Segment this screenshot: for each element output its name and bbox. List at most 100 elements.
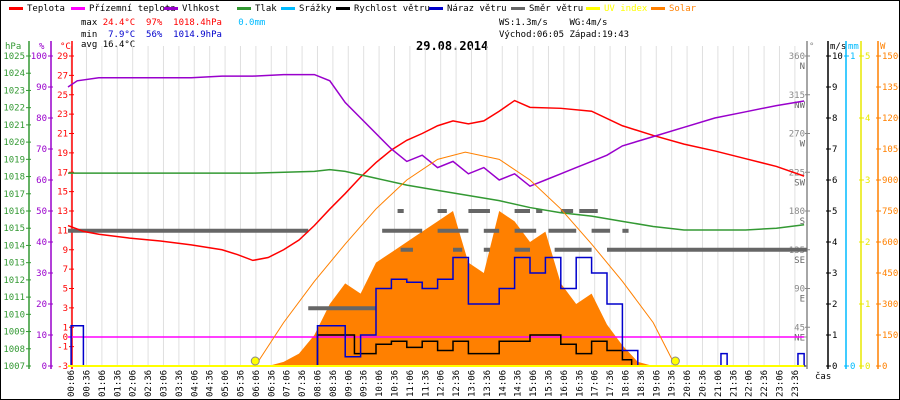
hpa-tick-label: 1024 (3, 69, 25, 79)
x-tick-label: 14:36 (514, 370, 524, 397)
hpa-tick-label: 1009 (3, 328, 25, 338)
x-tick-label: 06:06 (252, 370, 262, 397)
x-tick-label: 18:06 (621, 370, 631, 397)
wind-tick-label: 9 (832, 83, 837, 93)
pct-tick-label: 20 (36, 300, 47, 310)
rain-axis-unit: mm (848, 42, 859, 52)
dir-tick-label: 360 (789, 52, 805, 62)
x-tick-label: 11:36 (421, 370, 431, 397)
x-tick-label: 00:06 (67, 370, 77, 397)
x-tick-label: 10:36 (390, 370, 400, 397)
x-tick-label: 12:36 (452, 370, 462, 397)
x-tick-label: 07:06 (283, 370, 293, 397)
stats-max-row: max 24.4°C 97% 1018.4hPa 0.0mm (81, 18, 265, 28)
legend-item: Teplota (9, 4, 65, 14)
hpa-tick-label: 1021 (3, 121, 25, 131)
dir-compass-label: N (800, 62, 805, 72)
legend-swatch (651, 7, 665, 10)
series-line-tlak (68, 168, 805, 231)
x-tick-label: 11:06 (406, 370, 416, 397)
hpa-tick-label: 1008 (3, 345, 25, 355)
legend-label: Rychlost větru (354, 4, 430, 14)
temp-tick-label: 7 (63, 265, 68, 275)
x-tick-label: 20:06 (683, 370, 693, 397)
hpa-tick-label: 1019 (3, 155, 25, 165)
legend-label: Vlhkost (182, 4, 220, 14)
chart-title: 29.08.2014 (416, 39, 489, 53)
hpa-tick-label: 1020 (3, 138, 25, 148)
dir-compass-label: NW (794, 101, 805, 111)
max-humidity: 97% (146, 18, 163, 28)
x-tick-label: 03:36 (175, 370, 185, 397)
legend-item: Přízemní teplota (71, 4, 176, 14)
pct-axis-unit: % (39, 42, 45, 52)
hpa-tick-label: 1023 (3, 86, 25, 96)
legend-swatch (429, 7, 443, 10)
x-tick-label: 23:36 (791, 370, 801, 397)
wind-tick-label: 2 (832, 300, 837, 310)
x-tick-label: 15:06 (529, 370, 539, 397)
x-tick-label: 22:06 (745, 370, 755, 397)
wind-tick-label: 10 (832, 52, 843, 62)
x-tick-label: 10:06 (375, 370, 385, 397)
temp-tick-label: 21 (57, 130, 68, 140)
x-tick-label: 20:36 (698, 370, 708, 397)
solar-tick-label: 900 (882, 176, 898, 186)
series-line-teplota (67, 99, 805, 262)
temp-tick-label: 9 (63, 246, 68, 256)
solar-tick-label: 1200 (882, 114, 899, 124)
x-tick-label: 17:06 (591, 370, 601, 397)
wind-tick-label: 7 (832, 145, 837, 155)
dir-compass-label: NE (794, 333, 805, 343)
pct-tick-label: 80 (36, 114, 47, 124)
stats-avg-row: avg 16.4°C (81, 40, 135, 50)
temp-tick-label: 13 (57, 207, 68, 217)
x-tick-label: 13:36 (483, 370, 493, 397)
pct-tick-label: 90 (36, 83, 47, 93)
dir-tick-label: 315 (789, 91, 805, 101)
x-tick-label: 21:06 (714, 370, 724, 397)
temp-tick-label: 0 (63, 333, 68, 343)
avg-temp: 16.4°C (102, 40, 136, 50)
wind-tick-label: 4 (832, 238, 837, 248)
dir-compass-label: E (800, 295, 805, 305)
temp-tick-label: 19 (57, 149, 68, 159)
x-tick-label: 02:36 (144, 370, 154, 397)
avg-label: avg (81, 40, 98, 50)
temp-tick-label: 25 (57, 91, 68, 101)
wind-axis-unit: m/s (830, 42, 846, 52)
max-label: max (81, 18, 98, 28)
min-temp: 7.9°C (108, 30, 136, 40)
hpa-tick-label: 1018 (3, 173, 25, 183)
pct-tick-label: 50 (36, 207, 47, 217)
pct-tick-label: 30 (36, 269, 47, 279)
x-tick-label: 09:36 (360, 370, 370, 397)
pct-tick-label: 60 (36, 176, 47, 186)
min-label: min (81, 30, 98, 40)
dir-axis-unit: ° (809, 42, 814, 52)
pct-tick-label: 70 (36, 145, 47, 155)
dir-compass-label: S (800, 217, 805, 227)
x-tick-label: 12:06 (437, 370, 447, 397)
x-axis-label: čas (815, 371, 831, 382)
series-line-vlhkost (67, 73, 805, 188)
dir-compass-label: SW (794, 178, 805, 188)
x-tick-label: 08:36 (329, 370, 339, 397)
hpa-tick-label: 1017 (3, 190, 25, 200)
uv-tick-label: 1 (865, 300, 870, 310)
x-tick-label: 16:06 (560, 370, 570, 397)
x-tick-label: 06:36 (267, 370, 277, 397)
series-line-rychlost-v-tru (68, 334, 805, 367)
wind-tick-label: 5 (832, 207, 837, 217)
solar-tick-label: 300 (882, 300, 898, 310)
temp-tick-label: 3 (63, 304, 68, 314)
max-temp: 24.4°C (102, 18, 136, 28)
wind-speed-avg: WS:1.3m/s (499, 18, 548, 28)
hpa-tick-label: 1016 (3, 207, 25, 217)
hpa-tick-label: 1007 (3, 362, 25, 372)
x-tick-label: 01:36 (113, 370, 123, 397)
dir-tick-label: 180 (789, 207, 805, 217)
hpa-tick-label: 1025 (3, 52, 25, 62)
